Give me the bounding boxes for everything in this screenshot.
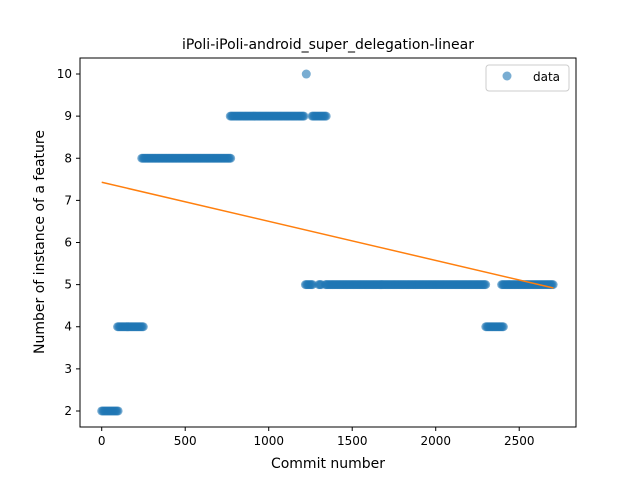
y-tick-label: 6: [64, 236, 72, 250]
data-point: [498, 322, 508, 332]
x-tick-label: 2500: [504, 434, 535, 448]
data-point: [138, 322, 148, 332]
data-point: [481, 280, 491, 290]
x-tick-label: 1500: [337, 434, 368, 448]
y-tick-label: 7: [64, 193, 72, 207]
x-tick-label: 500: [174, 434, 197, 448]
y-axis-label: Number of instance of a feature: [32, 130, 48, 354]
y-tick-label: 4: [64, 320, 72, 334]
x-axis-label: Commit number: [271, 456, 385, 472]
x-tick-label: 2000: [420, 434, 451, 448]
x-ticks: 0 500 1000 1500 2000 2500: [98, 427, 535, 448]
data-point: [301, 69, 311, 79]
x-tick-label: 1000: [253, 434, 284, 448]
legend-box: [485, 64, 570, 92]
y-tick-label: 9: [64, 109, 72, 123]
y-ticks: 2 3 4 5 6 7 8 9 10: [57, 67, 80, 418]
data-point: [321, 111, 331, 121]
plot-layer: [97, 69, 558, 416]
y-tick-label: 3: [64, 362, 72, 376]
legend-label: data: [533, 70, 560, 84]
data-point: [226, 153, 236, 163]
data-point: [299, 111, 309, 121]
data-point: [113, 406, 123, 416]
data-points: [97, 69, 558, 416]
y-tick-label: 2: [64, 404, 72, 418]
chart-title: iPoli-iPoli-android_super_delegation-lin…: [182, 37, 474, 53]
x-tick-label: 0: [98, 434, 106, 448]
legend: data: [485, 64, 570, 92]
trend-line: [101, 181, 554, 289]
y-tick-label: 10: [57, 67, 72, 81]
y-tick-label: 8: [64, 151, 72, 165]
data-point: [307, 280, 317, 290]
legend-marker: [502, 71, 512, 81]
y-tick-label: 5: [64, 278, 72, 292]
